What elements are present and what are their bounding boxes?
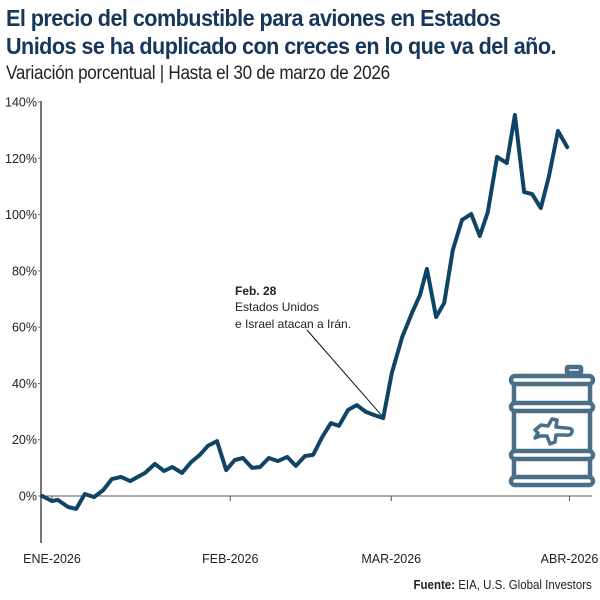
x-tick-label: ABR-2026 bbox=[541, 552, 599, 566]
x-tick-label: FEB-2026 bbox=[202, 552, 258, 566]
source-text: EIA, U.S. Global Investors bbox=[455, 578, 592, 592]
barrel-band-upper bbox=[508, 400, 596, 414]
y-tick-label: 80% bbox=[12, 264, 37, 278]
barrel-band-lower bbox=[508, 448, 596, 462]
y-tick-label: 20% bbox=[12, 433, 37, 447]
annotation-text-line-1: Estados Unidos bbox=[235, 300, 319, 314]
y-tick-label: 0% bbox=[19, 490, 37, 504]
barrel-cap bbox=[564, 364, 584, 376]
annotation-leader-line bbox=[306, 329, 383, 417]
y-tick-label: 40% bbox=[12, 377, 37, 391]
source-note: Fuente: EIA, U.S. Global Investors bbox=[414, 578, 592, 592]
x-tick-label: ENE-2026 bbox=[23, 552, 81, 566]
source-label: Fuente: bbox=[413, 578, 456, 592]
chart-subtitle: Variación porcentual | Hasta el 30 de ma… bbox=[6, 63, 390, 84]
y-tick-label: 120% bbox=[5, 152, 37, 166]
chart-title-line-1: El precio del combustible para aviones e… bbox=[6, 5, 501, 31]
airplane-icon bbox=[533, 417, 574, 446]
annotation-text-line-2: e Israel atacan a Irán. bbox=[235, 317, 351, 331]
barrel-icon bbox=[508, 364, 596, 488]
annotation-date: Feb. 28 bbox=[235, 284, 277, 298]
chart-title-line-2: Unidos se ha duplicado con creces en lo … bbox=[6, 33, 556, 59]
y-tick-label: 100% bbox=[5, 208, 37, 222]
x-tick-label: MAR-2026 bbox=[361, 552, 421, 566]
x-axis-ticks: ENE-2026 FEB-2026 MAR-2026 ABR-2026 bbox=[23, 496, 598, 566]
y-tick-label: 140% bbox=[5, 96, 37, 110]
series-line-jet-fuel bbox=[40, 113, 570, 511]
barrel-rim-bottom bbox=[508, 474, 596, 488]
barrel-rim-top bbox=[508, 373, 596, 387]
axes bbox=[40, 101, 592, 543]
y-tick-label: 60% bbox=[12, 321, 37, 335]
chart-title: El precio del combustible para aviones e… bbox=[6, 4, 556, 60]
y-axis-ticks: 0% 20% 40% 60% 80% 100% 120% 140% bbox=[5, 96, 41, 504]
series-points bbox=[42, 114, 568, 509]
